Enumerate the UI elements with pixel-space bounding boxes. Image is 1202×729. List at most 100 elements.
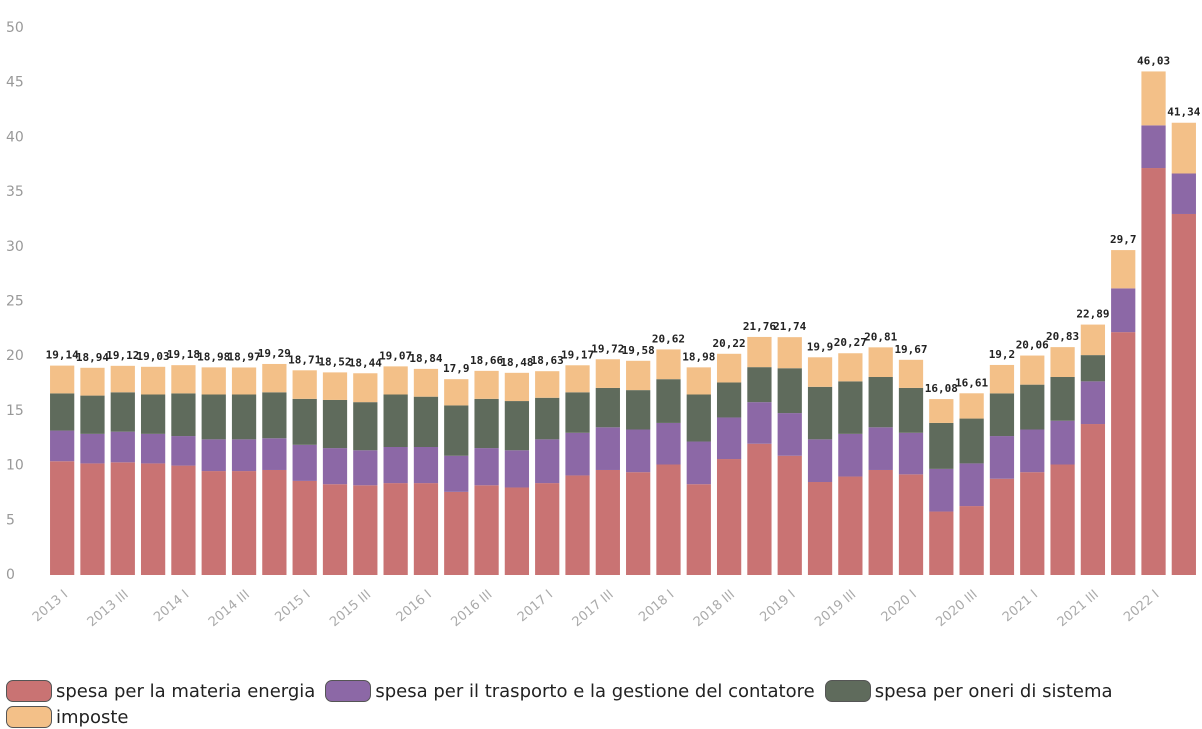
total-label: 19,9: [807, 340, 834, 353]
x-tick-label: 2019 I: [757, 587, 798, 625]
bar-segment: [1020, 384, 1045, 430]
total-label: 18,66: [470, 354, 503, 367]
legend-swatch: [6, 680, 52, 702]
bar-segment: [626, 360, 651, 391]
total-label: 18,52: [318, 355, 351, 368]
total-label: 20,81: [864, 330, 897, 343]
bar-segment: [989, 393, 1015, 437]
bar-segment: [322, 372, 348, 400]
y-tick-label: 25: [6, 294, 24, 310]
bar-segment: [80, 463, 105, 575]
total-label: 29,7: [1110, 233, 1137, 246]
bar-segment: [474, 448, 499, 486]
total-label: 18,63: [531, 354, 564, 367]
bar-segment: [262, 363, 287, 393]
bar-segment: [504, 372, 530, 402]
x-tick-label: 2016 III: [448, 587, 495, 630]
bar-segment: [747, 443, 772, 575]
total-label: 18,98: [682, 350, 715, 363]
bar-segment: [322, 448, 348, 485]
y-tick-label: 0: [6, 567, 15, 583]
bar-segment: [444, 491, 469, 575]
y-tick-label: 50: [6, 20, 24, 36]
x-tick-label: 2016 I: [394, 587, 435, 625]
bar-segment: [444, 379, 469, 406]
bar-segment: [565, 432, 590, 476]
bar-segment: [292, 398, 317, 445]
legend-label: spesa per la materia energia: [56, 680, 316, 702]
total-label: 19,58: [622, 344, 655, 357]
bar-segment: [716, 353, 742, 383]
total-label: 20,06: [1016, 339, 1049, 352]
bar-segment: [413, 396, 439, 448]
bar-segment: [898, 359, 924, 388]
bar-segment: [201, 439, 226, 472]
bar-segment: [444, 405, 469, 456]
total-label: 19,18: [167, 348, 200, 361]
bar-segment: [686, 484, 711, 575]
x-tick-label: 2021 I: [1000, 587, 1041, 625]
bar-segment: [140, 433, 166, 464]
legend-label: spesa per oneri di sistema: [874, 680, 1113, 702]
bar-segment: [231, 471, 257, 575]
bar-segment: [1050, 347, 1075, 377]
total-label: 16,08: [925, 382, 958, 395]
bar-segment: [50, 365, 75, 394]
bar-segment: [1171, 122, 1196, 174]
x-tick-label: 2017 I: [515, 587, 556, 625]
total-label: 18,44: [349, 356, 382, 369]
x-tick-label: 2015 I: [272, 587, 313, 625]
bar-segment: [353, 485, 378, 575]
bar-segment: [838, 381, 863, 434]
y-tick-label: 35: [6, 184, 24, 200]
bar-segment: [80, 433, 105, 464]
bar-segment: [686, 367, 711, 395]
bar-segment: [838, 353, 863, 382]
bar-segment: [383, 447, 408, 484]
bar-segment: [929, 511, 954, 575]
total-label: 16,61: [955, 376, 988, 389]
x-tick-label: 2021 III: [1055, 587, 1102, 630]
bar-segment: [1080, 355, 1106, 382]
total-label: 19,29: [258, 347, 291, 360]
bar-segment: [1020, 472, 1045, 575]
legend-item: imposte: [6, 705, 128, 729]
legend-item: spesa per la materia energia: [6, 679, 315, 703]
bar-segment: [898, 432, 924, 475]
bar-segment: [595, 427, 620, 470]
bar-segment: [747, 402, 772, 444]
bar-segment: [838, 433, 863, 477]
total-label: 19,72: [591, 342, 624, 355]
bar-segment: [140, 366, 166, 395]
bar-segment: [201, 394, 226, 440]
legend-item: spesa per oneri di sistema: [824, 679, 1113, 703]
total-label: 19,12: [106, 349, 139, 362]
legend-item: spesa per il trasporto e la gestione del…: [325, 679, 815, 703]
bar-segment: [716, 459, 742, 575]
bar-segment: [171, 365, 196, 394]
bar-segment: [1111, 332, 1136, 575]
bar-segment: [777, 368, 802, 414]
y-tick-label: 20: [6, 348, 24, 364]
bar-segment: [898, 474, 924, 575]
bar-segment: [807, 357, 833, 387]
bar-segment: [595, 359, 620, 388]
bar-segment: [898, 387, 924, 433]
bar-segment: [1141, 168, 1166, 576]
bar-segment: [262, 438, 287, 470]
bar-segment: [292, 480, 317, 575]
x-tick-label: 2018 I: [636, 587, 677, 625]
bar-segment: [1111, 250, 1136, 289]
bar-segment: [716, 382, 742, 418]
y-tick-label: 30: [6, 239, 24, 255]
bar-segment: [322, 399, 348, 449]
total-label: 19,14: [46, 349, 79, 362]
bar-segment: [50, 430, 75, 462]
bar-segment: [1171, 173, 1196, 214]
total-label: 18,97: [227, 350, 260, 363]
bar-segment: [110, 431, 135, 463]
bar-segment: [292, 370, 317, 399]
y-tick-label: 45: [6, 75, 24, 91]
